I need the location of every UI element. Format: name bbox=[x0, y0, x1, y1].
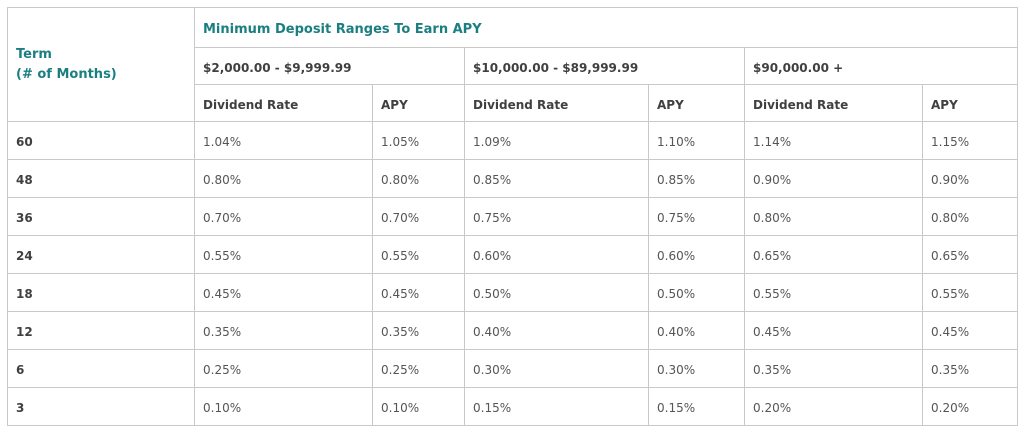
term-header-line2: (# of Months) bbox=[16, 66, 117, 82]
rate-cell: 1.05% bbox=[372, 121, 465, 160]
table-row: 48 0.80% 0.80% 0.85% 0.85% 0.90% 0.90% bbox=[7, 159, 1018, 198]
term-cell: 18 bbox=[7, 273, 195, 312]
rate-cell: 0.65% bbox=[922, 235, 1018, 274]
term-cell: 6 bbox=[7, 349, 195, 388]
table-row: 6 0.25% 0.25% 0.30% 0.30% 0.35% 0.35% bbox=[7, 349, 1018, 388]
table-row: 12 0.35% 0.35% 0.40% 0.40% 0.45% 0.45% bbox=[7, 311, 1018, 350]
apy-header-2: APY bbox=[648, 84, 745, 122]
rate-cell: 0.25% bbox=[372, 349, 465, 388]
rate-table-container: Term (# of Months) Minimum Deposit Range… bbox=[7, 7, 1018, 426]
term-cell: 48 bbox=[7, 159, 195, 198]
rate-cell: 1.14% bbox=[744, 121, 923, 160]
rate-cell: 0.60% bbox=[464, 235, 649, 274]
rate-cell: 0.55% bbox=[922, 273, 1018, 312]
rate-cell: 0.60% bbox=[648, 235, 745, 274]
dividend-rate-header-2: Dividend Rate bbox=[464, 84, 649, 122]
rate-cell: 0.35% bbox=[744, 349, 923, 388]
rate-cell: 0.80% bbox=[922, 197, 1018, 236]
header-row-title: Term (# of Months) Minimum Deposit Range… bbox=[7, 7, 1018, 122]
rate-cell: 0.45% bbox=[744, 311, 923, 350]
rate-cell: 0.75% bbox=[464, 197, 649, 236]
rate-cell: 0.30% bbox=[648, 349, 745, 388]
rate-cell: 0.15% bbox=[464, 387, 649, 426]
rate-cell: 0.40% bbox=[648, 311, 745, 350]
rate-cell: 0.75% bbox=[648, 197, 745, 236]
rate-cell: 0.45% bbox=[372, 273, 465, 312]
dividend-rate-header-1: Dividend Rate bbox=[194, 84, 373, 122]
rate-cell: 0.45% bbox=[922, 311, 1018, 350]
rate-cell: 0.90% bbox=[922, 159, 1018, 198]
term-header-cell: Term (# of Months) bbox=[7, 7, 195, 122]
term-cell: 60 bbox=[7, 121, 195, 160]
rate-cell: 0.15% bbox=[648, 387, 745, 426]
rate-cell: 0.65% bbox=[744, 235, 923, 274]
table-row: 36 0.70% 0.70% 0.75% 0.75% 0.80% 0.80% bbox=[7, 197, 1018, 236]
rate-cell: 0.10% bbox=[194, 387, 373, 426]
rate-cell: 0.25% bbox=[194, 349, 373, 388]
dividend-rate-header-3: Dividend Rate bbox=[744, 84, 923, 122]
term-header-line1: Term bbox=[16, 46, 52, 62]
rate-cell: 0.80% bbox=[194, 159, 373, 198]
rate-cell: 0.55% bbox=[372, 235, 465, 274]
rate-cell: 0.55% bbox=[744, 273, 923, 312]
range-header-3: $90,000.00 + bbox=[744, 47, 1018, 85]
rate-cell: 0.20% bbox=[744, 387, 923, 426]
rate-cell: 0.35% bbox=[372, 311, 465, 350]
apy-header-1: APY bbox=[372, 84, 465, 122]
rate-cell: 0.90% bbox=[744, 159, 923, 198]
rate-cell: 1.10% bbox=[648, 121, 745, 160]
rate-cell: 0.80% bbox=[372, 159, 465, 198]
rate-cell: 0.85% bbox=[464, 159, 649, 198]
apy-header-3: APY bbox=[922, 84, 1018, 122]
rate-cell: 0.45% bbox=[194, 273, 373, 312]
rate-cell: 0.10% bbox=[372, 387, 465, 426]
rate-cell: 0.35% bbox=[194, 311, 373, 350]
rate-cell: 0.55% bbox=[194, 235, 373, 274]
range-header-1: $2,000.00 - $9,999.99 bbox=[194, 47, 465, 85]
rate-cell: 1.09% bbox=[464, 121, 649, 160]
rate-cell: 1.04% bbox=[194, 121, 373, 160]
table-row: 18 0.45% 0.45% 0.50% 0.50% 0.55% 0.55% bbox=[7, 273, 1018, 312]
header-row-ranges: $2,000.00 - $9,999.99 $10,000.00 - $89,9… bbox=[8, 47, 1018, 85]
deposit-ranges-title-cell: Minimum Deposit Ranges To Earn APY bbox=[194, 7, 1018, 48]
rate-cell: 0.40% bbox=[464, 311, 649, 350]
rate-cell: 0.85% bbox=[648, 159, 745, 198]
table-row: 24 0.55% 0.55% 0.60% 0.60% 0.65% 0.65% bbox=[7, 235, 1018, 274]
term-cell: 36 bbox=[7, 197, 195, 236]
header-row-subcolumns: Dividend Rate APY Dividend Rate APY Divi… bbox=[8, 84, 1018, 122]
rate-table: Term (# of Months) Minimum Deposit Range… bbox=[7, 7, 1018, 426]
rate-cell: 0.50% bbox=[464, 273, 649, 312]
term-cell: 12 bbox=[7, 311, 195, 350]
rate-cell: 0.35% bbox=[922, 349, 1018, 388]
rate-cell: 0.50% bbox=[648, 273, 745, 312]
rate-cell: 0.70% bbox=[372, 197, 465, 236]
rate-cell: 0.20% bbox=[922, 387, 1018, 426]
term-cell: 24 bbox=[7, 235, 195, 274]
rate-cell: 1.15% bbox=[922, 121, 1018, 160]
rate-cell: 0.80% bbox=[744, 197, 923, 236]
rate-cell: 0.70% bbox=[194, 197, 373, 236]
table-row: 3 0.10% 0.10% 0.15% 0.15% 0.20% 0.20% bbox=[7, 387, 1018, 426]
range-header-2: $10,000.00 - $89,999.99 bbox=[464, 47, 745, 85]
table-row: 60 1.04% 1.05% 1.09% 1.10% 1.14% 1.15% bbox=[7, 121, 1018, 160]
deposit-ranges-title: Minimum Deposit Ranges To Earn APY bbox=[203, 22, 482, 37]
rate-cell: 0.30% bbox=[464, 349, 649, 388]
term-cell: 3 bbox=[7, 387, 195, 426]
